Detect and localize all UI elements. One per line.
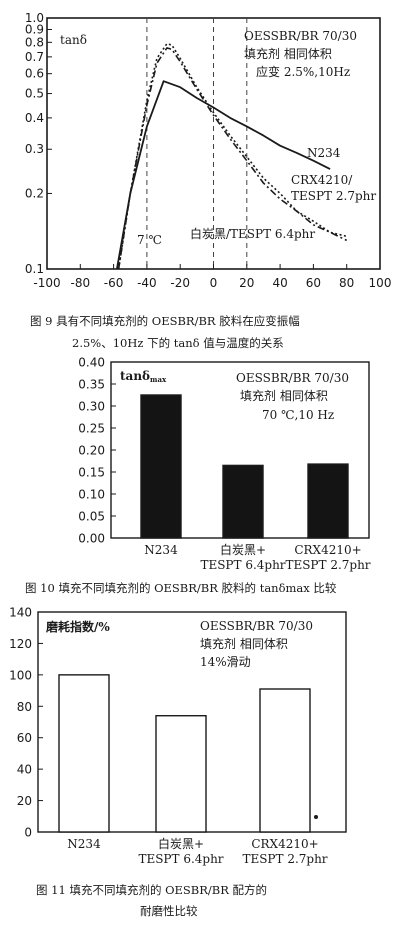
y-tick-label: 0.00	[78, 532, 105, 546]
y-tick-label: 0.05	[78, 510, 105, 524]
chart3-ylabel: 磨耗指数/%	[45, 619, 110, 634]
category-label-n234: N234	[144, 543, 178, 557]
series-label-crx4210-line2: TESPT 2.7phr	[291, 189, 376, 203]
category-label-silica-tespt: 白炭黑+	[220, 542, 266, 557]
category-label-crx4210-tespt-line2: TESPT 2.7phr	[285, 558, 370, 572]
x-tick-label: 80	[339, 276, 354, 290]
x-tick-label: 60	[306, 276, 321, 290]
y-tick-label: 0.3	[25, 142, 44, 156]
y-tick-label: 120	[9, 637, 32, 651]
chart-tan-delta-max: 0.00 0.05 0.10 0.15 0.20 0.25 0.30 0.35 0.40 N23…	[25, 356, 371, 596]
x-tick-label: -20	[170, 276, 190, 290]
category-label-silica-tespt-line2: TESPT 6.4phr	[138, 852, 223, 866]
figure-11-caption-line2: 耐磨性比较	[140, 904, 198, 918]
series-label-n234: N234	[307, 146, 341, 160]
x-tick-label: 0	[210, 276, 218, 290]
category-label-n234: N234	[67, 837, 101, 851]
chart3-note-2: 填充剂 相同体积	[200, 636, 288, 651]
category-label-crx4210-tespt: CRX4210+	[251, 837, 318, 851]
chart1-note-3: 应变 2.5%,10Hz	[256, 64, 350, 79]
chart2-note-3: 70 ℃,10 Hz	[262, 408, 334, 422]
y-tick-label: 0.20	[78, 444, 105, 458]
y-tick-label: 0.25	[78, 422, 105, 436]
chart3-note-1: OESSBR/BR 70/30	[200, 619, 313, 633]
x-tick-label: -40	[137, 276, 157, 290]
y-tick-label: 100	[9, 668, 32, 682]
chart1-ylabel: tanδ	[60, 33, 87, 47]
bar-silica-tespt	[155, 715, 207, 833]
chart1-note-2: 填充剂 相同体积	[244, 46, 332, 61]
chart2-note-2: 填充剂 相同体积	[240, 388, 328, 403]
bar-silica-tespt	[222, 464, 264, 539]
y-tick-label: 0.10	[78, 488, 105, 502]
y-tick-label: 0.2	[25, 186, 44, 200]
x-tick-label: -80	[70, 276, 90, 290]
series-label-crx4210-line1: CRX4210/	[291, 173, 353, 187]
chart-abrasion-index: 0 20 40 60 80 100 120 140 N234 白炭黑+TESPT 6.4phr C…	[9, 606, 347, 918]
chart-tan-delta-temperature: 0.1 0.2 0.3 0.4 0.5 0.6 0.70.80.91.0 -100 -80 -6…	[25, 11, 392, 350]
x-tick-label: -60	[104, 276, 124, 290]
y-tick-label: 140	[9, 606, 32, 620]
y-tick-label: 0.4	[25, 111, 44, 125]
category-label-silica-tespt-line2: TESPT 6.4phr	[200, 558, 285, 572]
y-tick-label: 0.9	[25, 22, 44, 36]
y-tick-label: 0.30	[78, 400, 105, 414]
chart2-ylabel: tanδmax	[120, 369, 167, 384]
chart1-note-1: OESSBR/BR 70/30	[244, 29, 357, 43]
y-tick-label: 0	[24, 826, 32, 840]
x-tick-label: 40	[272, 276, 287, 290]
chart3-note-3: 14%滑动	[200, 655, 251, 669]
y-tick-label: 1.0	[25, 11, 44, 25]
x-tick-label: -100	[33, 276, 60, 290]
y-tick-label: 40	[17, 763, 32, 777]
series-line-n234	[116, 80, 331, 270]
speck-dot	[314, 815, 318, 819]
y-tick-label: 20	[17, 794, 32, 808]
figure-9-caption-line1: 图 9 具有不同填充剂的 OESBR/BR 胶料在应变振幅	[30, 314, 300, 328]
bar-n234	[140, 394, 182, 539]
figure-9-caption-line2: 2.5%、10Hz 下的 tanδ 值与温度的关系	[72, 336, 284, 350]
series-label-silica-tespt: 白炭黑/TESPT 6.4phr	[190, 226, 315, 241]
bar-crx4210-tespt	[307, 463, 349, 539]
figure-10-caption: 图 10 填充不同填充剂的 OESBR/BR 胶料的 tanδmax 比较	[25, 581, 337, 595]
y-tick-label: 0.40	[78, 356, 105, 370]
series-line-crx4210-tespt	[117, 47, 348, 270]
series-line-silica-tespt	[117, 42, 347, 270]
x-tick-label: 20	[239, 276, 254, 290]
y-tick-label: 60	[17, 731, 32, 745]
y-tick-label: 0.1	[25, 262, 44, 276]
y-tick-label: 0.5	[25, 87, 44, 101]
category-label-silica-tespt: 白炭黑+	[158, 836, 204, 851]
y-tick-label: 0.6	[25, 67, 44, 81]
bar-n234	[58, 674, 110, 833]
y-tick-label: 0.7	[25, 50, 44, 64]
bar-crx4210-tespt	[259, 688, 311, 833]
y-tick-label: 0.35	[78, 378, 105, 392]
y-tick-label: 0.8	[25, 35, 44, 49]
y-tick-label: 0.15	[78, 466, 105, 480]
chart2-note-1: OESSBR/BR 70/30	[236, 371, 349, 385]
y-tick-label: 80	[17, 700, 32, 714]
category-label-crx4210-tespt-line2: TESPT 2.7phr	[242, 852, 327, 866]
chart1-note-7c: 7 ℃	[137, 233, 162, 247]
figure-11-caption-line1: 图 11 填充不同填充剂的 OESBR/BR 配方的	[36, 883, 267, 897]
category-label-crx4210-tespt: CRX4210+	[294, 543, 361, 557]
x-tick-label: 100	[369, 276, 392, 290]
